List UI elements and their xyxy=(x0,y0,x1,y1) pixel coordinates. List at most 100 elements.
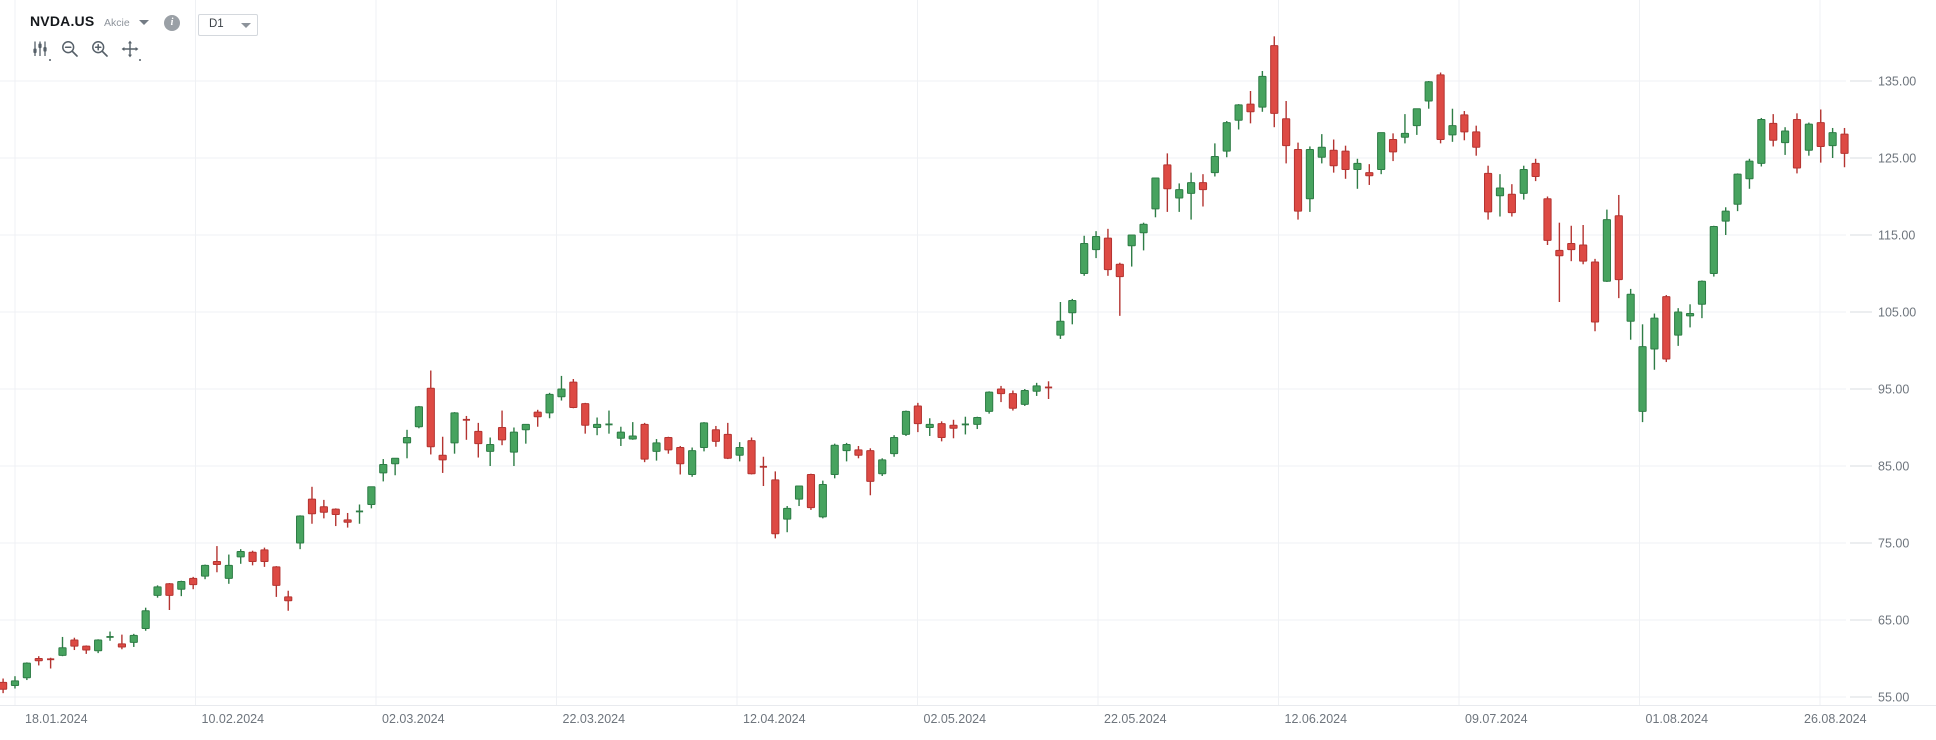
candle xyxy=(509,427,519,466)
pan-submenu-dot xyxy=(138,58,141,61)
candle xyxy=(771,471,780,539)
candle xyxy=(296,515,305,550)
candle xyxy=(1709,225,1718,277)
candle xyxy=(1781,127,1790,155)
zoom-out-button[interactable] xyxy=(61,40,79,58)
candle xyxy=(794,485,804,507)
candle xyxy=(711,425,720,447)
candle xyxy=(1840,127,1849,168)
candle xyxy=(866,448,875,496)
candle xyxy=(1222,121,1231,158)
timeframe-value: D1 xyxy=(209,18,224,30)
x-axis-label: 26.08.2024 xyxy=(1804,712,1867,726)
zoom-in-button[interactable] xyxy=(91,40,109,58)
candle xyxy=(1234,104,1243,130)
candle xyxy=(628,422,637,440)
candle xyxy=(1020,389,1029,406)
candle xyxy=(581,402,590,434)
candle xyxy=(260,547,269,567)
x-axis-label: 02.03.2024 xyxy=(382,712,445,726)
candle xyxy=(106,631,114,641)
candle xyxy=(783,506,792,533)
candle xyxy=(937,421,946,442)
candle xyxy=(1068,298,1077,325)
candle xyxy=(1721,207,1730,235)
candle xyxy=(890,435,899,457)
candle xyxy=(34,656,43,666)
candle xyxy=(676,445,685,475)
instrument-type-label: Akcie xyxy=(104,17,130,29)
candle xyxy=(1638,324,1647,423)
candle xyxy=(153,585,162,598)
candle xyxy=(854,445,863,459)
candle xyxy=(1163,153,1172,212)
x-axis-label: 12.06.2024 xyxy=(1285,712,1348,726)
candle xyxy=(1745,158,1754,189)
info-icon[interactable]: i xyxy=(164,15,180,31)
candle xyxy=(1400,114,1410,144)
candle xyxy=(1769,114,1778,147)
candle xyxy=(236,549,245,564)
candle xyxy=(1626,288,1635,340)
candle xyxy=(426,370,435,455)
grid-layer xyxy=(0,0,1846,705)
x-axis-label: 01.08.2024 xyxy=(1646,712,1709,726)
indicators-submenu-dot xyxy=(48,58,51,61)
candle xyxy=(117,634,127,650)
x-axis-label: 02.05.2024 xyxy=(924,712,987,726)
candle xyxy=(331,508,340,527)
candle xyxy=(141,607,150,631)
symbol-dropdown-caret-icon[interactable] xyxy=(139,20,149,25)
chart-header: NVDA.US Akcie i D1 xyxy=(0,0,1936,36)
candle xyxy=(1044,381,1053,400)
candle xyxy=(1080,235,1089,276)
candle xyxy=(1210,143,1219,177)
indicators-button[interactable] xyxy=(31,40,51,61)
candle xyxy=(10,676,20,689)
candle xyxy=(1685,304,1695,328)
candles-layer[interactable] xyxy=(0,36,1849,694)
x-axis-label: 09.07.2024 xyxy=(1465,712,1528,726)
candle xyxy=(1828,127,1837,158)
symbol-label[interactable]: NVDA.US xyxy=(30,13,95,29)
x-axis-label: 22.05.2024 xyxy=(1104,712,1167,726)
candle xyxy=(521,423,530,444)
candle xyxy=(1091,231,1101,259)
timeframe-select[interactable]: D1 xyxy=(198,14,258,36)
candle xyxy=(1388,133,1398,162)
pan-mode-button[interactable] xyxy=(121,40,141,61)
candle xyxy=(1317,134,1326,164)
candle xyxy=(1472,125,1481,156)
candle xyxy=(1127,234,1136,267)
candle xyxy=(1008,390,1017,411)
candle xyxy=(70,637,79,651)
candle xyxy=(82,645,91,654)
x-axis[interactable]: 18.01.2024 10.02.2024 02.03.2024 22.03.2024… xyxy=(0,705,1936,727)
y-axis-label: 65.00 xyxy=(1878,614,1909,628)
y-axis-label: 105.00 xyxy=(1878,306,1916,320)
candle xyxy=(1448,108,1457,142)
candle xyxy=(1579,224,1588,265)
candle xyxy=(1733,173,1742,212)
candle xyxy=(949,419,958,439)
candle xyxy=(1412,108,1421,135)
candle xyxy=(1293,142,1303,220)
candle xyxy=(129,633,138,647)
candle xyxy=(985,391,994,414)
y-axis-label: 55.00 xyxy=(1878,691,1909,705)
candle xyxy=(842,442,851,462)
candle xyxy=(165,583,174,610)
candle xyxy=(688,447,697,477)
candle xyxy=(402,429,412,459)
candle xyxy=(996,385,1006,403)
candle xyxy=(1697,280,1707,319)
y-axis[interactable]: 55.00 65.00 75.00 85.00 95.00 105.00 115.00 125… xyxy=(1850,75,1916,705)
candle xyxy=(1650,313,1659,370)
candle xyxy=(1258,70,1267,112)
candle xyxy=(1270,36,1279,128)
candle xyxy=(640,422,649,463)
y-axis-label: 75.00 xyxy=(1878,537,1909,551)
candle xyxy=(664,436,673,454)
candle xyxy=(818,480,827,519)
candle xyxy=(486,437,495,466)
